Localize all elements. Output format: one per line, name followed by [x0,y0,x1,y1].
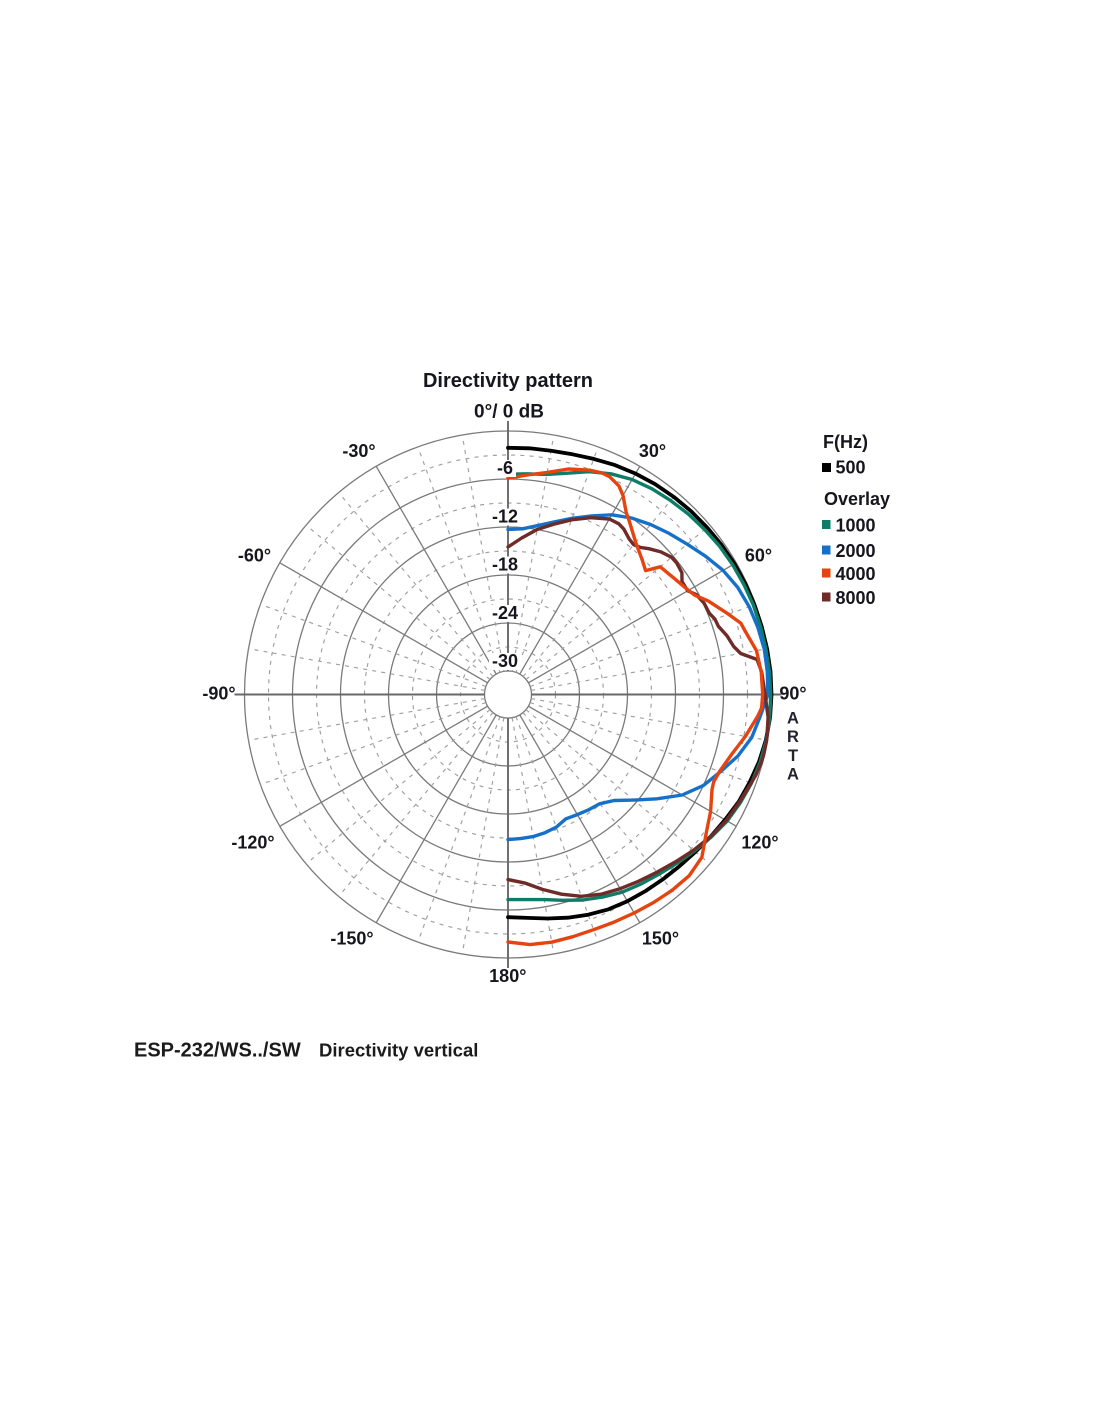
svg-text:2000: 2000 [836,541,876,561]
svg-text:-18: -18 [492,555,518,575]
svg-text:Overlay: Overlay [824,489,890,509]
svg-text:30°: 30° [639,441,666,461]
svg-text:-120°: -120° [231,833,274,853]
svg-text:-6: -6 [497,458,513,478]
svg-text:90°: 90° [779,684,806,704]
svg-text:4000: 4000 [836,564,876,584]
svg-text:-30: -30 [492,651,518,671]
svg-text:120°: 120° [741,833,778,853]
svg-text:A: A [787,710,799,728]
svg-text:R: R [787,728,799,746]
svg-text:ESP-232/WS../SW: ESP-232/WS../SW [134,1040,301,1062]
svg-text:-90°: -90° [202,684,235,704]
svg-text:-24: -24 [492,603,518,623]
svg-text:1000: 1000 [836,516,876,536]
svg-text:180°: 180° [489,966,526,986]
svg-text:150°: 150° [642,929,679,949]
svg-text:Directivity pattern: Directivity pattern [423,370,593,392]
svg-text:-30°: -30° [342,441,375,461]
svg-text:F(Hz): F(Hz) [823,432,868,452]
svg-text:500: 500 [836,458,866,478]
svg-text:-150°: -150° [330,929,373,949]
svg-text:T: T [788,747,798,765]
svg-text:A: A [787,766,799,784]
svg-text:-60°: -60° [238,546,271,566]
svg-text:8000: 8000 [836,588,876,608]
svg-text:-12: -12 [492,507,518,527]
svg-text:0°/ 0 dB: 0°/ 0 dB [474,402,544,423]
svg-text:Directivity vertical: Directivity vertical [319,1040,478,1061]
svg-text:60°: 60° [745,546,772,566]
